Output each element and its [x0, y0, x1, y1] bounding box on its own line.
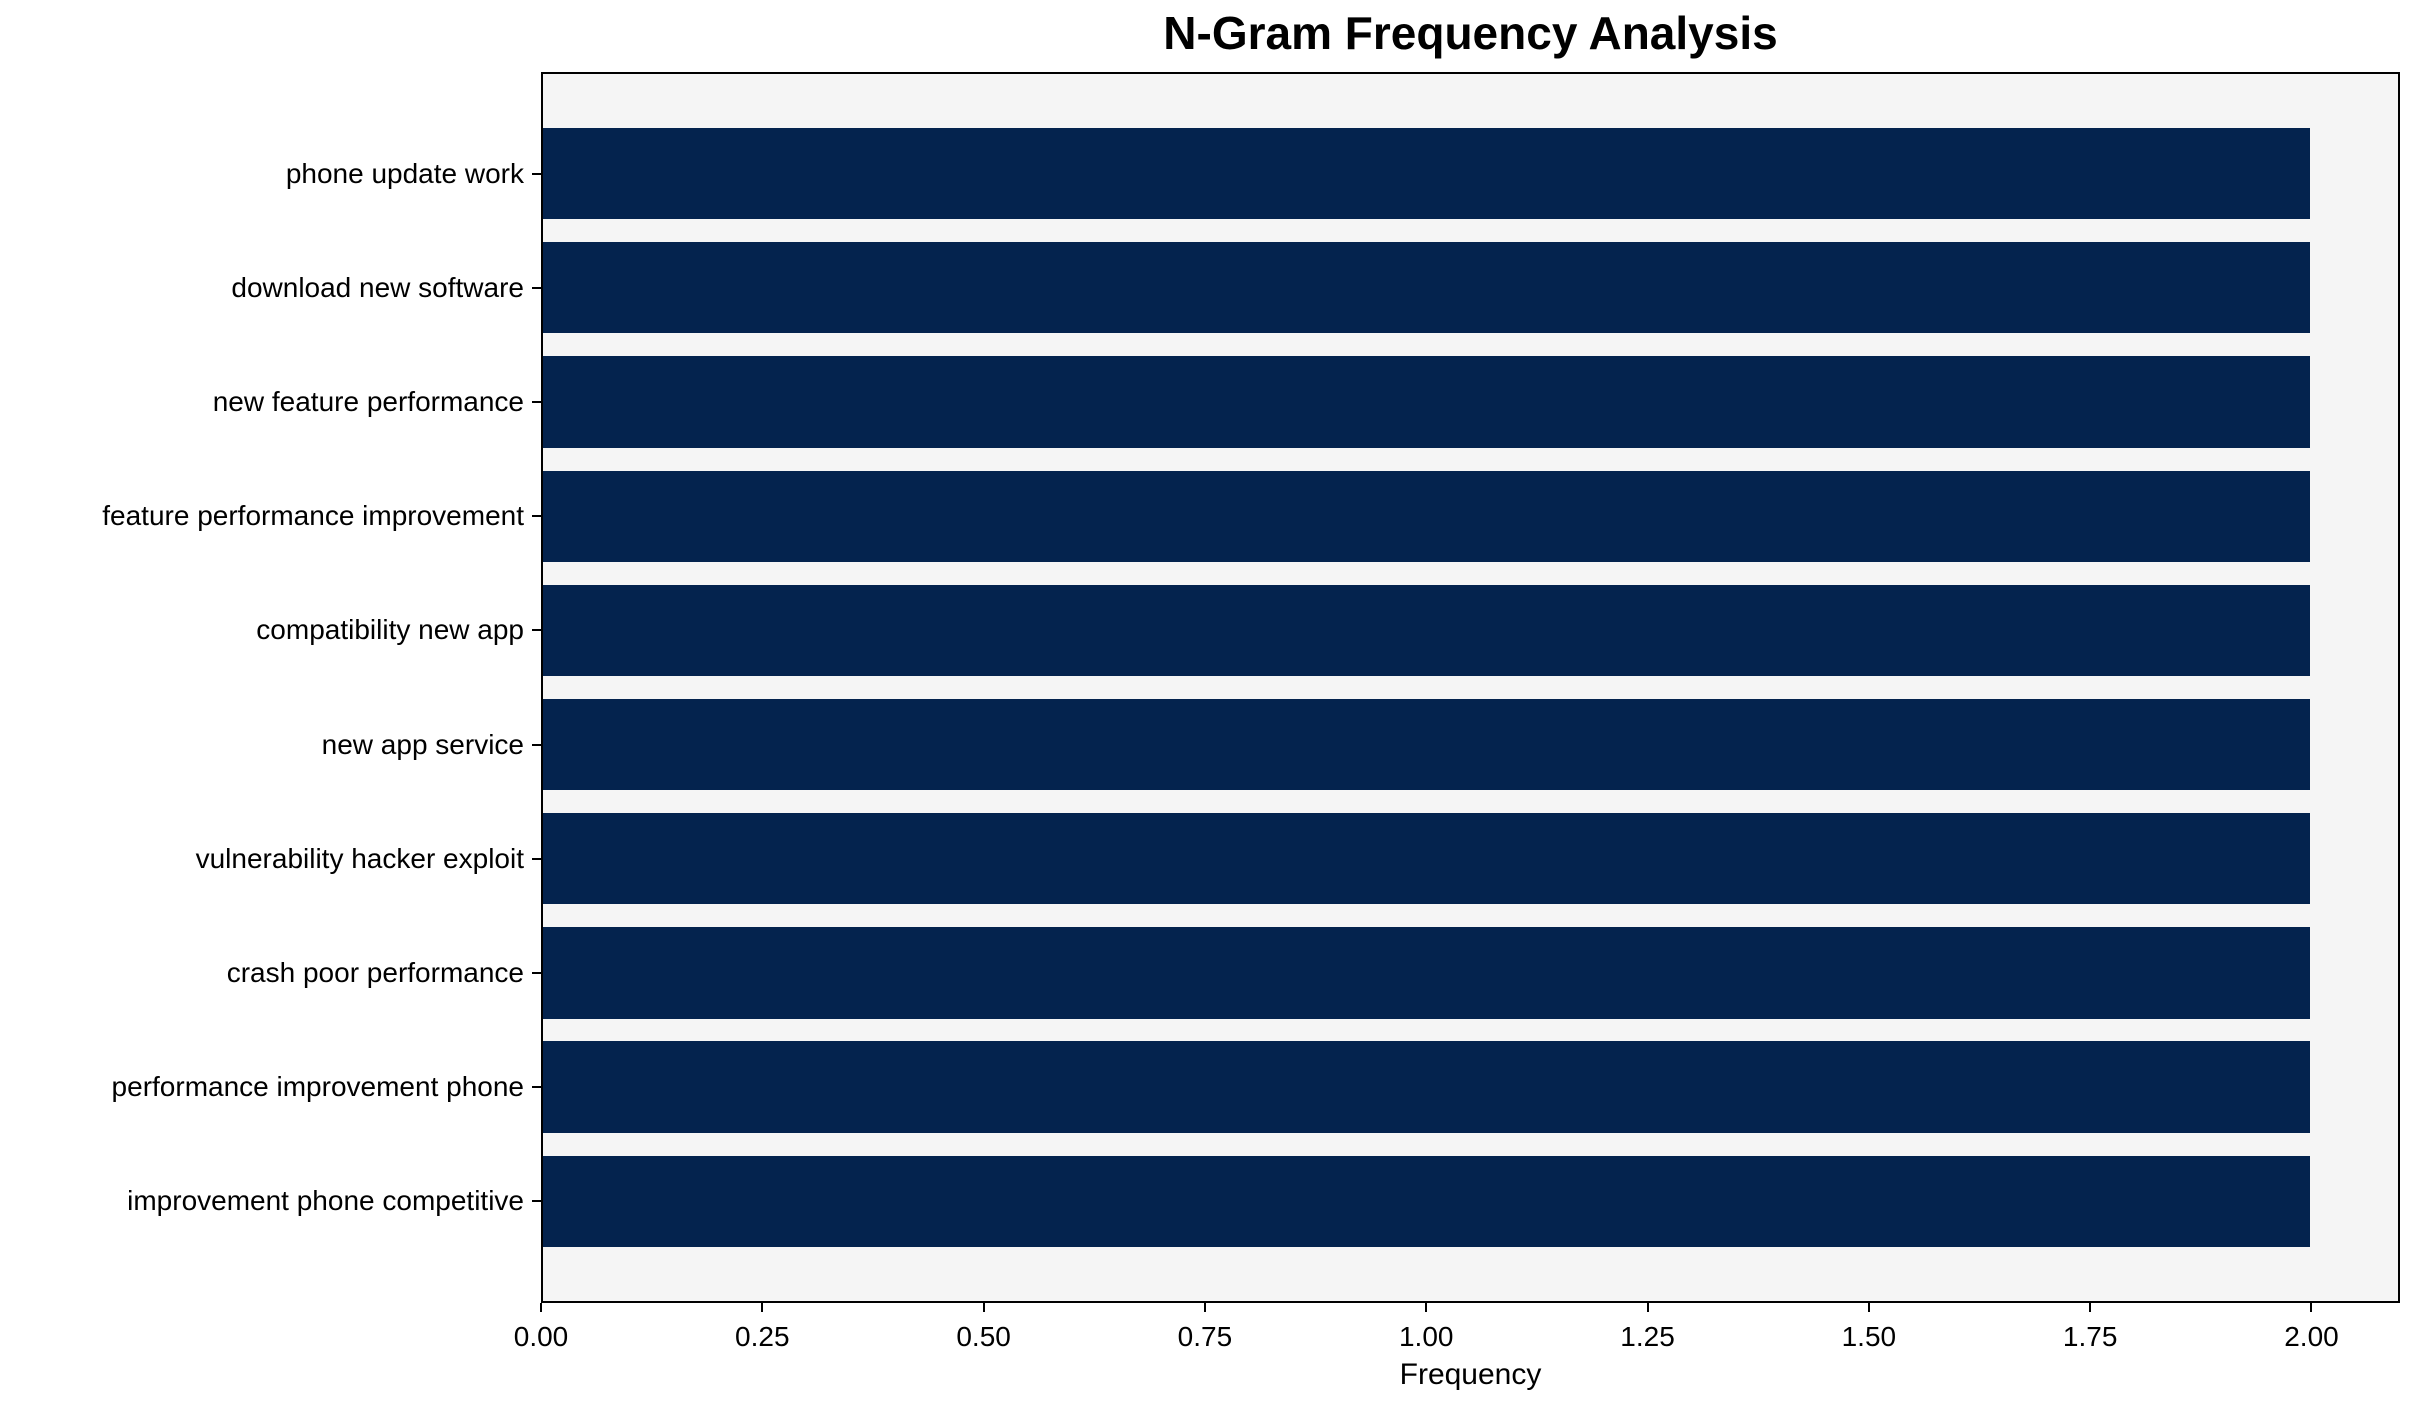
x-tick-mark: [1425, 1303, 1428, 1312]
bar: [543, 1041, 2310, 1133]
x-tick-mark: [1646, 1303, 1649, 1312]
y-tick-label: compatibility new app: [256, 614, 524, 646]
x-tick-label: 0.75: [1177, 1321, 1233, 1352]
y-tick-mark: [532, 286, 541, 289]
bar: [543, 470, 2310, 562]
chart-title: N-Gram Frequency Analysis: [1163, 7, 1778, 59]
y-tick-mark: [532, 743, 541, 746]
bar: [543, 1155, 2310, 1248]
x-tick-mark: [1867, 1303, 1870, 1312]
y-tick-mark: [532, 971, 541, 974]
x-tick-mark: [540, 1303, 542, 1312]
x-tick-label: 1.75: [2062, 1321, 2118, 1352]
bar: [543, 242, 2310, 334]
bar: [543, 927, 2310, 1019]
x-tick-mark: [1203, 1303, 1206, 1312]
y-tick-mark: [532, 515, 541, 518]
x-tick-mark: [982, 1303, 985, 1312]
y-tick-label: phone update work: [285, 157, 524, 189]
x-axis-label: Frequency: [1399, 1358, 1542, 1391]
x-tick-label: 0.00: [513, 1321, 569, 1352]
bar: [543, 356, 2310, 448]
y-tick-label: performance improvement phone: [111, 1071, 524, 1103]
x-tick-label: 0.50: [956, 1321, 1011, 1352]
bar: [543, 813, 2310, 905]
x-tick-mark: [2310, 1303, 2313, 1312]
x-tick-label: 1.00: [1398, 1321, 1454, 1352]
y-tick-label: download new software: [231, 271, 524, 303]
y-tick-mark: [532, 857, 541, 860]
x-tick-label: 1.50: [1841, 1321, 1897, 1352]
y-tick-label: new app service: [321, 728, 524, 760]
x-tick-mark: [2089, 1303, 2092, 1312]
y-tick-mark: [532, 1086, 541, 1089]
y-tick-label: feature performance improvement: [102, 500, 524, 532]
y-tick-label: vulnerability hacker exploit: [195, 842, 524, 874]
bar: [543, 127, 2310, 220]
x-tick-label: 1.25: [1620, 1321, 1675, 1352]
y-tick-mark: [532, 172, 541, 175]
bar: [543, 698, 2310, 791]
x-tick-label: 0.25: [735, 1321, 790, 1352]
x-tick-label: 2.00: [2284, 1321, 2339, 1352]
y-tick-label: improvement phone competitive: [127, 1185, 524, 1217]
y-tick-label: crash poor performance: [226, 956, 524, 988]
plot-area: [541, 72, 2400, 1303]
bar: [543, 584, 2310, 677]
y-tick-mark: [532, 629, 541, 632]
y-tick-label: new feature performance: [212, 386, 524, 418]
y-tick-mark: [532, 1200, 541, 1203]
y-tick-mark: [532, 401, 541, 404]
x-tick-mark: [761, 1303, 764, 1312]
